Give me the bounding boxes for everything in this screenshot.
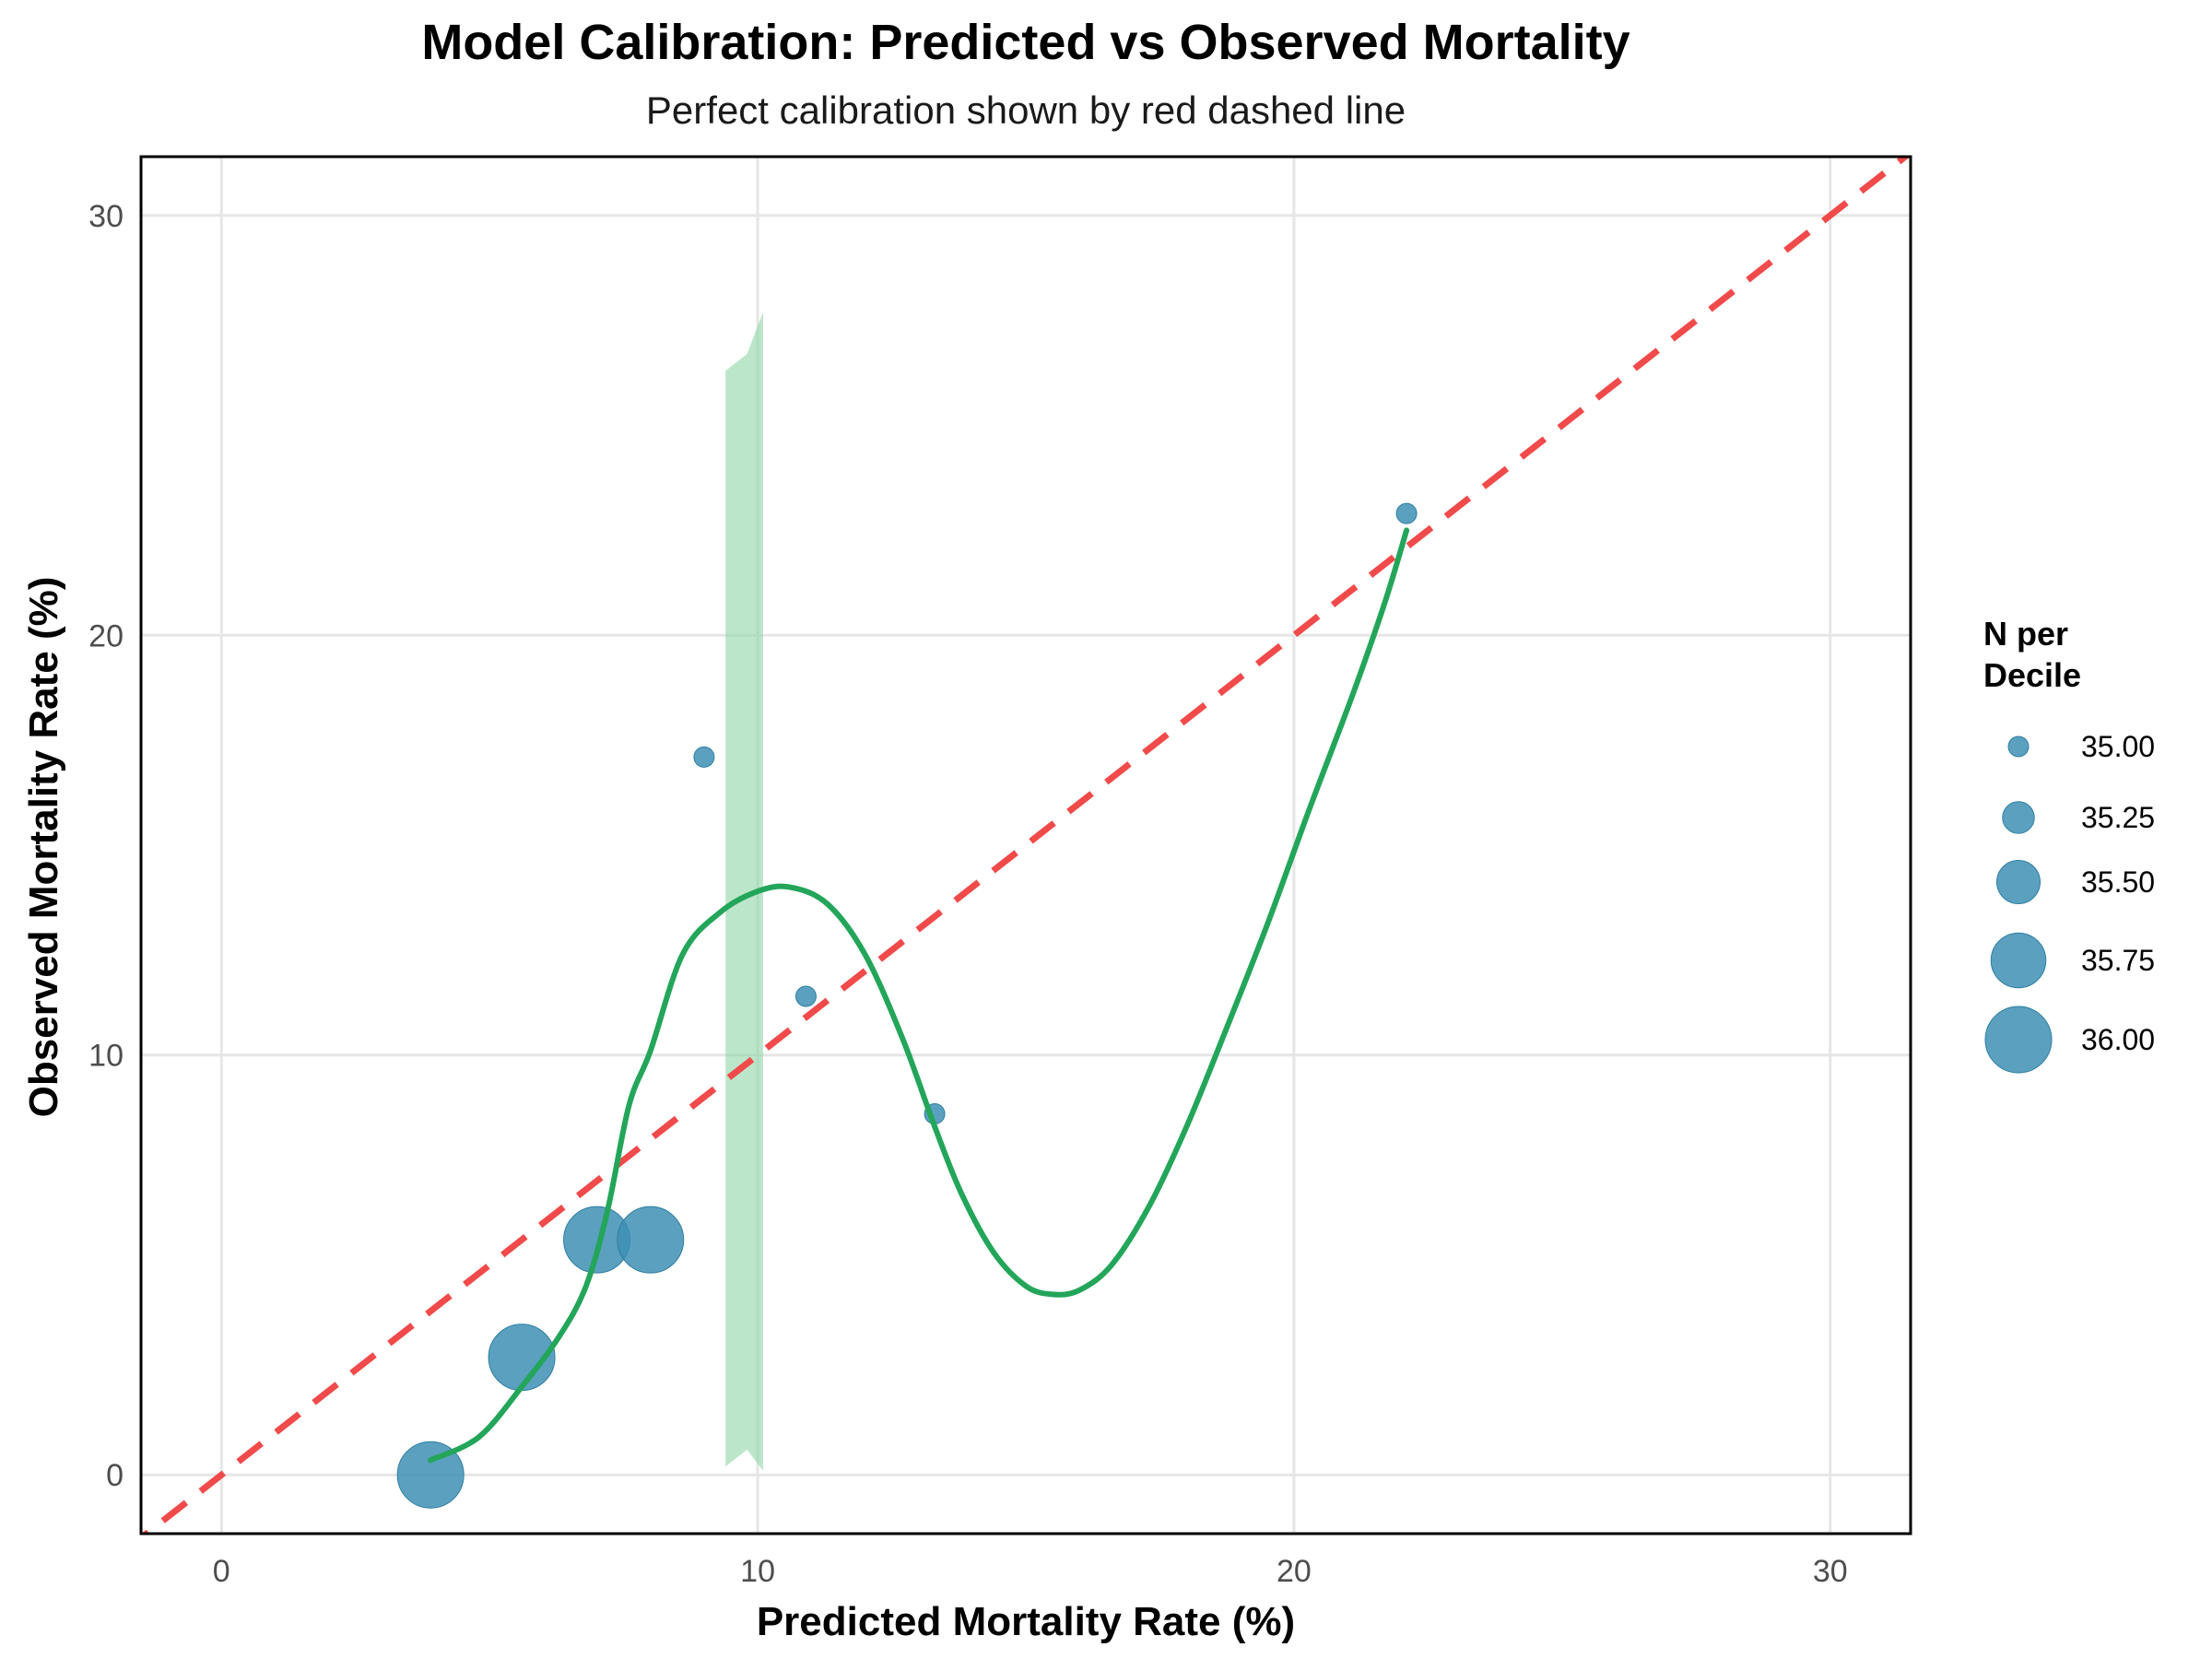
legend-title-line-1: N per [1983,615,2068,653]
legend-size-key [1990,932,2047,989]
legend-label: 36.00 [2081,1023,2155,1056]
chart-subtitle: Perfect calibration shown by red dashed … [646,88,1406,132]
confidence-band [725,312,763,1471]
chart-title: Model Calibration: Predicted vs Observed… [421,15,1630,70]
data-point [1395,502,1418,524]
legend-size-key [1996,860,2041,904]
reference-line-layer [141,157,1911,1534]
x-tick-label: 10 [740,1554,775,1589]
data-point [617,1206,685,1274]
y-axis-title: Observed Mortality Rate (%) [21,577,66,1118]
data-point [396,1441,465,1509]
legend-title-line-2: Decile [1983,656,2081,694]
legend-label: 35.00 [2081,730,2155,763]
legend-label: 35.50 [2081,865,2155,899]
y-tick-label: 0 [106,1458,124,1493]
plot-border [139,155,1912,1535]
points-layer [396,502,1418,1509]
x-tick-label: 0 [213,1554,230,1589]
legend-size-key [2007,735,2030,758]
y-tick-label: 10 [88,1039,124,1074]
data-point [794,985,817,1007]
legend: N per Decile 35.00 35.25 35.50 35.75 36.00 [1983,615,2155,1074]
confidence-band-layer [725,312,763,1471]
perfect-calibration-line [141,157,1911,1534]
y-tick-label: 30 [88,199,124,234]
data-point [693,746,715,768]
tick-labels: 0 10 20 30 0 10 20 30 [88,199,1847,1589]
x-tick-label: 20 [1277,1554,1312,1589]
x-tick-label: 30 [1813,1554,1848,1589]
legend-label: 35.75 [2081,944,2155,977]
legend-items: 35.00 35.25 35.50 35.75 36.00 [1984,730,2155,1074]
legend-size-key [1984,1006,2053,1074]
legend-size-key [2002,801,2035,834]
smooth-curve-layer [428,527,1410,1464]
x-axis-title: Predicted Mortality Rate (%) [757,1599,1295,1644]
smooth-calibration-curve [428,527,1410,1464]
y-tick-label: 20 [88,618,124,653]
legend-label: 35.25 [2081,801,2155,834]
